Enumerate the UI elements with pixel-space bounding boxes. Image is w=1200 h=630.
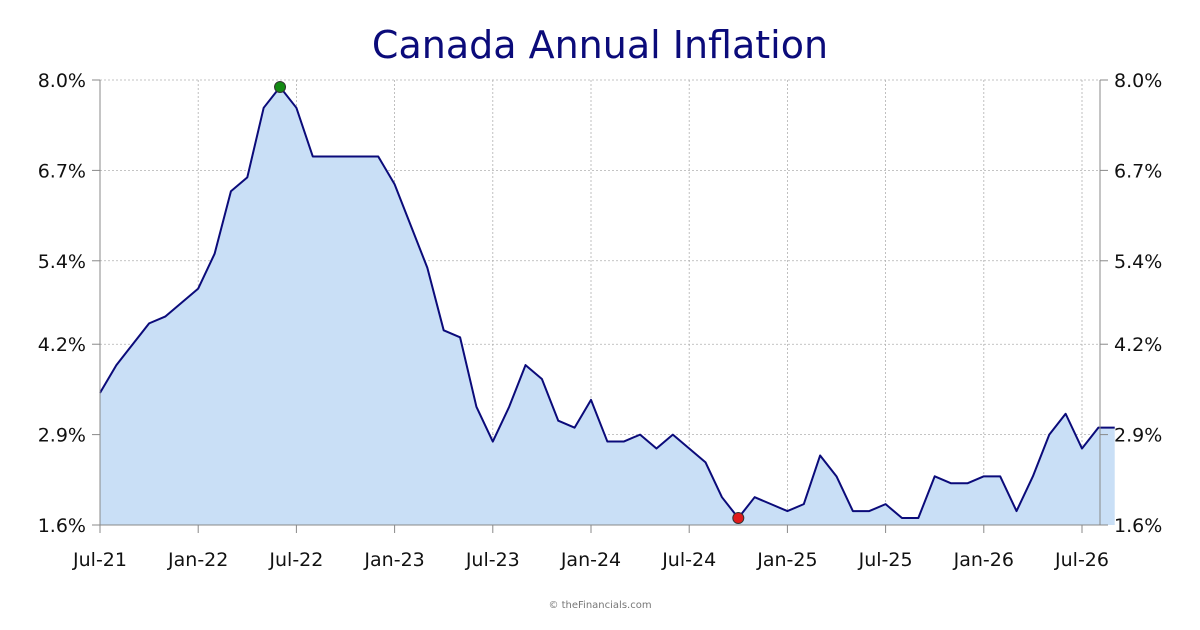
right-y-tick-label: 4.2% [1114, 334, 1162, 356]
right-y-tick-label: 5.4% [1114, 251, 1162, 273]
x-tick-label: Jul-22 [268, 549, 323, 571]
inflation-area-fill [100, 86, 1115, 525]
x-tick-label: Jul-21 [72, 549, 127, 571]
left-y-tick-label: 8.0% [38, 70, 86, 92]
x-tick-label: Jan-22 [167, 549, 228, 571]
x-tick-label: Jul-23 [465, 549, 520, 571]
max-point-marker [274, 80, 287, 93]
left-y-tick-label: 4.2% [38, 334, 86, 356]
chart-title: Canada Annual Inflation [372, 23, 828, 67]
right-y-tick-label: 6.7% [1114, 160, 1162, 182]
plot-frame [99, 80, 1101, 526]
left-y-tick-label: 2.9% [38, 425, 86, 447]
x-tick-label: Jan-23 [363, 549, 424, 571]
x-tick-label: Jan-26 [953, 549, 1014, 571]
x-axis: Jul-21 Jan-22 Jul-22 Jan-23 Jul-23 Jan-24 Jul-… [72, 525, 1109, 571]
extreme-markers [274, 80, 745, 525]
left-y-tick-label: 5.4% [38, 251, 86, 273]
x-tick-label: Jan-24 [560, 549, 621, 571]
x-tick-label: Jul-24 [661, 549, 716, 571]
x-tick-label: Jan-25 [756, 549, 817, 571]
min-point-marker [732, 512, 745, 525]
left-y-axis: 8.0% 6.7% 5.4% 4.2% 2.9% 1.6% [38, 70, 100, 537]
credit-text: © theFinancials.com [548, 600, 651, 611]
x-tick-label: Jul-26 [1054, 549, 1109, 571]
inflation-series-line [99, 85, 1115, 520]
left-y-tick-label: 6.7% [38, 160, 86, 182]
right-y-tick-label: 2.9% [1114, 425, 1162, 447]
x-tick-label: Jul-25 [858, 549, 913, 571]
right-y-tick-label: 1.6% [1114, 515, 1162, 537]
right-y-tick-label: 8.0% [1114, 70, 1162, 92]
left-y-tick-label: 1.6% [38, 515, 86, 537]
right-y-axis: 8.0% 6.7% 5.4% 4.2% 2.9% 1.6% [1100, 70, 1162, 537]
